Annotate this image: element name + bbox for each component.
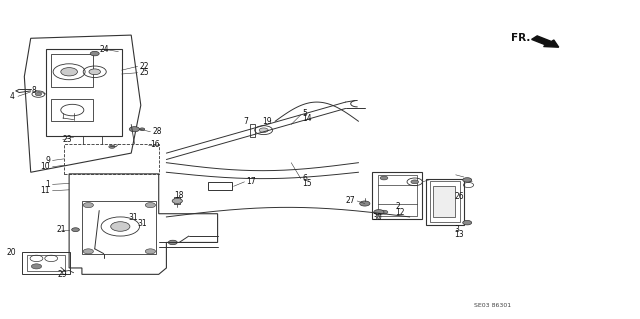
Bar: [51, 99, 93, 121]
Circle shape: [89, 69, 100, 75]
Circle shape: [411, 180, 419, 184]
Circle shape: [83, 249, 93, 254]
Circle shape: [83, 203, 93, 208]
Bar: [51, 54, 93, 87]
Circle shape: [463, 220, 472, 225]
Circle shape: [145, 249, 156, 254]
Bar: [433, 186, 455, 217]
Text: 24: 24: [99, 45, 109, 54]
Text: 7: 7: [243, 117, 248, 126]
Text: 4: 4: [9, 92, 14, 101]
Text: 10: 10: [40, 162, 50, 171]
Circle shape: [168, 240, 177, 245]
Circle shape: [61, 68, 77, 76]
Text: 17: 17: [246, 177, 256, 186]
Text: 31: 31: [138, 219, 147, 228]
Text: 3: 3: [454, 225, 460, 234]
Text: SE03 86301: SE03 86301: [474, 303, 511, 308]
Circle shape: [374, 210, 384, 215]
Bar: [64, 144, 159, 174]
Circle shape: [380, 176, 388, 180]
Text: 14: 14: [302, 114, 312, 123]
Text: 19: 19: [262, 117, 272, 126]
Circle shape: [172, 198, 182, 204]
Bar: [250, 124, 255, 137]
Text: 5: 5: [302, 109, 307, 118]
Text: 20: 20: [6, 248, 16, 256]
Circle shape: [380, 210, 388, 214]
Bar: [174, 197, 180, 204]
Text: 28: 28: [152, 127, 162, 136]
Circle shape: [360, 201, 370, 206]
Circle shape: [259, 128, 268, 132]
FancyArrow shape: [532, 36, 559, 47]
Text: 29: 29: [58, 271, 67, 279]
Circle shape: [90, 51, 99, 56]
Bar: [82, 201, 156, 254]
Bar: [372, 172, 422, 219]
Text: 25: 25: [140, 68, 149, 77]
Circle shape: [129, 127, 140, 132]
Text: 22: 22: [140, 62, 149, 71]
Bar: [22, 252, 70, 274]
Text: 8: 8: [32, 86, 36, 95]
Text: 27: 27: [346, 196, 355, 205]
Text: 15: 15: [302, 179, 312, 188]
Circle shape: [140, 128, 145, 130]
Text: 31: 31: [128, 213, 138, 222]
Text: 12: 12: [396, 208, 405, 217]
Bar: [46, 49, 122, 136]
Circle shape: [145, 203, 156, 208]
Text: 1: 1: [45, 180, 50, 189]
Text: 26: 26: [454, 192, 464, 201]
Bar: [208, 182, 232, 190]
Circle shape: [463, 178, 472, 182]
Circle shape: [109, 145, 115, 148]
Bar: [27, 255, 65, 271]
Text: 30: 30: [372, 213, 382, 222]
Text: 2: 2: [396, 202, 400, 211]
Text: 13: 13: [454, 230, 464, 239]
Text: 18: 18: [174, 191, 184, 200]
Text: 9: 9: [45, 156, 50, 165]
Bar: [378, 175, 417, 216]
Text: 6: 6: [302, 174, 307, 182]
Text: 23: 23: [63, 135, 72, 144]
Text: 11: 11: [40, 186, 50, 195]
Bar: [430, 181, 460, 222]
Circle shape: [111, 222, 130, 231]
Text: 16: 16: [150, 140, 160, 149]
Text: FR.: FR.: [511, 33, 530, 43]
Bar: [426, 179, 464, 225]
Text: 21: 21: [56, 225, 66, 234]
Circle shape: [31, 264, 42, 269]
Circle shape: [72, 228, 79, 232]
Circle shape: [35, 93, 42, 96]
